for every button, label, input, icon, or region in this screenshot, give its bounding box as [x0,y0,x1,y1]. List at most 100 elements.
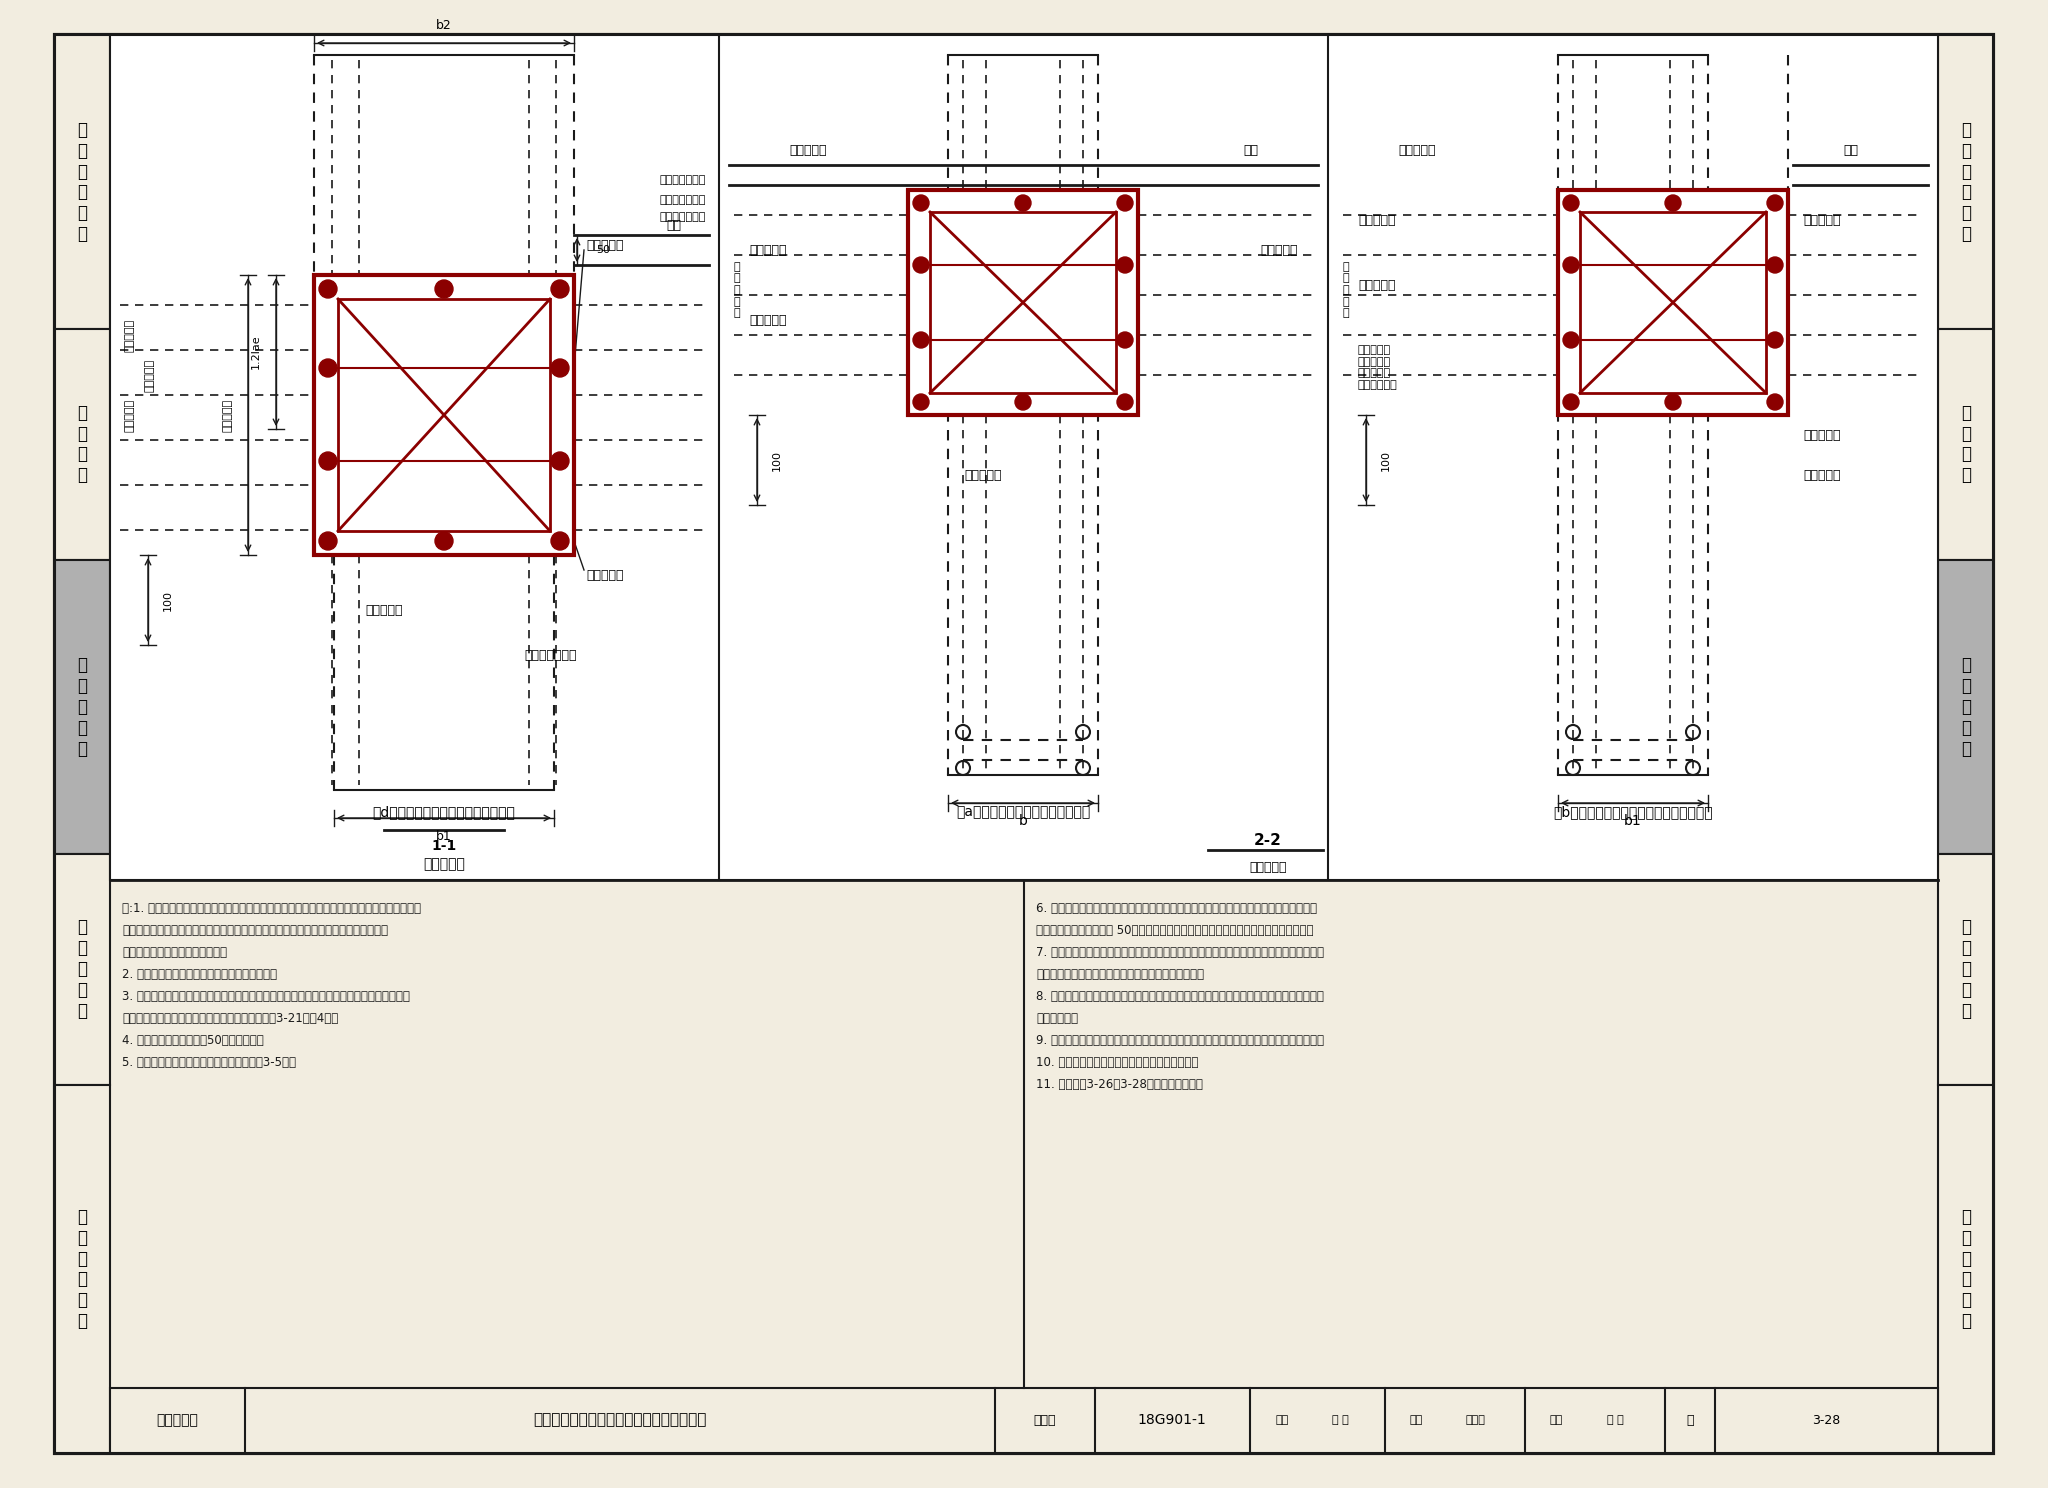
Text: 100: 100 [1380,449,1391,470]
Text: 普
通
板
部
分: 普 通 板 部 分 [78,918,86,1019]
Circle shape [1016,195,1030,211]
Text: 梁侧面纵筋: 梁侧面纵筋 [586,238,623,251]
Bar [1937,36,1993,329]
Text: 剪
力
墙
部
分: 剪 力 墙 部 分 [1962,656,1970,757]
Circle shape [551,452,569,470]
Circle shape [1767,257,1784,272]
Text: 梁侧面纵筋: 梁侧面纵筋 [1802,213,1841,226]
Text: 边框梁纵筋: 边框梁纵筋 [1399,143,1436,156]
Text: 剪
力
墙
部
分: 剪 力 墙 部 分 [78,656,86,757]
Circle shape [319,280,338,298]
Text: 11. 本图集第3-26～3-28页结合阅读使用。: 11. 本图集第3-26～3-28页结合阅读使用。 [1036,1077,1202,1091]
Circle shape [1116,394,1133,411]
Text: 错对称排布。: 错对称排布。 [1036,1012,1077,1025]
Text: （d）墙身宽度双个变化，边框梁居中: （d）墙身宽度双个变化，边框梁居中 [373,805,516,818]
Bar [111,1388,1937,1452]
Circle shape [1016,394,1030,411]
Text: 墙身水平分布筋: 墙身水平分布筋 [659,176,705,185]
Text: 剪力墙边框梁钉筋排布构造详图（剖面图）: 剪力墙边框梁钉筋排布构造详图（剖面图） [532,1412,707,1427]
Text: 水平分布钉筋距底部板顶 50。当单独设置连梁腾筋时，需满足梁腾筋间距的相关要求。: 水平分布钉筋距底部板顶 50。当单独设置连梁腾筋时，需满足梁腾筋间距的相关要求。 [1036,924,1313,937]
Circle shape [434,280,453,298]
Bar [55,854,111,1085]
Text: 3-28: 3-28 [1812,1414,1839,1427]
Text: 边
框
梁
高
度: 边 框 梁 高 度 [733,262,739,318]
Text: 边框梁纵筋: 边框梁纵筋 [788,143,827,156]
Circle shape [1665,195,1681,211]
Text: 边框梁纵筋: 边框梁纵筋 [145,359,156,391]
Text: 边框梁拉筋: 边框梁拉筋 [1358,213,1395,226]
Text: 边框梁纵筋: 边框梁纵筋 [586,568,623,582]
Text: 7. 当边缘构件封闭箌筋与墙身水平分布筋标高相同时，宜向上或者向下局部调整墙体水平分: 7. 当边缘构件封闭箌筋与墙身水平分布筋标高相同时，宜向上或者向下局部调整墙体水… [1036,946,1323,958]
Circle shape [913,257,930,272]
Circle shape [1767,394,1784,411]
Text: 无
梁
楼
盖
部
分: 无 梁 楼 盖 部 分 [78,1208,86,1330]
Text: 楼层边框梁: 楼层边框梁 [424,857,465,870]
Text: 墙身拉结筋: 墙身拉结筋 [365,604,403,616]
Circle shape [913,394,930,411]
Text: 边框梁高度: 边框梁高度 [223,399,233,432]
Text: b1: b1 [436,829,453,842]
Text: 2. 剪力墙竖向分布筋连续贯穿边框梁高度范围。: 2. 剪力墙竖向分布筋连续贯穿边框梁高度范围。 [123,969,276,981]
Text: b2: b2 [436,18,453,31]
Text: 5. 剪力墙竖向钉筋的锚固构造详见本图集第3-5页。: 5. 剪力墙竖向钉筋的锚固构造详见本图集第3-5页。 [123,1056,297,1068]
Text: 一
般
构
造
要
求: 一 般 构 造 要 求 [78,121,86,243]
Circle shape [1563,394,1579,411]
Circle shape [913,332,930,348]
Text: 边框梁箍筋
（箍筋外皮
与墙竖向钢
筋外皮平齐）: 边框梁箍筋 （箍筋外皮 与墙竖向钢 筋外皮平齐） [1358,345,1397,390]
Bar [111,36,1937,879]
Text: 墙身拉结筋: 墙身拉结筋 [125,318,135,351]
Text: 一
般
构
造
要
求: 一 般 构 造 要 求 [1962,121,1970,243]
Circle shape [551,280,569,298]
Text: 审核: 审核 [1276,1415,1288,1426]
Circle shape [319,359,338,376]
Text: 50: 50 [596,246,610,254]
Bar [1937,854,1993,1085]
Bar [1937,559,1993,854]
Bar [1559,190,1788,415]
Bar [55,559,111,854]
Text: 100: 100 [772,449,782,470]
Text: 普
通
板
部
分: 普 通 板 部 分 [1962,918,1970,1019]
Text: 4. 边框梁箌筋距离框柱过50处开始设置。: 4. 边框梁箌筋距离框柱过50处开始设置。 [123,1034,264,1048]
Text: 边框梁拉筋: 边框梁拉筋 [125,399,135,432]
Bar [1937,329,1993,559]
Text: 框
架
部
分: 框 架 部 分 [78,403,86,484]
Circle shape [434,533,453,551]
Circle shape [1116,332,1133,348]
Text: 布筋位置，竖向位移距离为需靠让边缘构件箌筋直径。: 布筋位置，竖向位移距离为需靠让边缘构件箌筋直径。 [1036,969,1204,981]
Bar [313,275,573,555]
Text: 18G901-1: 18G901-1 [1137,1414,1206,1427]
Bar [55,329,111,559]
Text: 1-1: 1-1 [432,839,457,853]
Text: 剪力墙部分: 剪力墙部分 [156,1414,199,1427]
Text: 页: 页 [1686,1414,1694,1427]
Text: 板顶向上第一排: 板顶向上第一排 [659,195,705,205]
Text: 注:1. 当边框梁与墙身侧面平齐时，平齐一侧边框梁箌筋外皮与剪力墙竖向钉筋外皮平齐，边框: 注:1. 当边框梁与墙身侧面平齐时，平齐一侧边框梁箌筋外皮与剪力墙竖向钉筋外皮平… [123,902,422,915]
Text: （b）顶层边墙位置，边框梁与墙一侧平齐: （b）顶层边墙位置，边框梁与墙一侧平齐 [1552,805,1712,818]
Text: b1: b1 [1624,814,1642,827]
Circle shape [1563,332,1579,348]
Text: 梁侧面纵筋: 梁侧面纵筋 [1358,278,1395,292]
Circle shape [319,452,338,470]
Text: 楼板: 楼板 [1243,143,1257,156]
Circle shape [1665,394,1681,411]
Text: 高志强: 高志强 [1464,1415,1485,1426]
Circle shape [1767,332,1784,348]
Text: 框
架
部
分: 框 架 部 分 [1962,403,1970,484]
Text: 8. 施工时可将封闭箌筋等销位置设置于边框梁顶部，相邻两组箌筋等销位置沿边框梁纵向交: 8. 施工时可将封闭箌筋等销位置设置于边框梁顶部，相邻两组箌筋等销位置沿边框梁纵… [1036,990,1323,1003]
Text: 墙身竖向分布筋: 墙身竖向分布筋 [524,649,575,662]
Bar [1579,211,1765,393]
Circle shape [319,533,338,551]
Text: 规格相同，拉筋排布构造要求同连系（见本图集第3-21页注4）。: 规格相同，拉筋排布构造要求同连系（见本图集第3-21页注4）。 [123,1012,338,1025]
Text: 设计: 设计 [1550,1415,1563,1426]
Text: 梁侧面纵筋: 梁侧面纵筋 [1260,244,1298,256]
Text: 墙身拉结筋: 墙身拉结筋 [965,469,1001,482]
Circle shape [1563,195,1579,211]
Text: 墙身拉结筋: 墙身拉结筋 [1802,469,1841,482]
Text: 墙顶边框梁: 墙顶边框梁 [1249,860,1286,873]
Bar [1937,1085,1993,1452]
Text: 9. 当楼层边框梁位于连梁腾部时，其钉筋排布构造要求与楼层边框梁位于连梁顶部时相同。: 9. 当楼层边框梁位于连梁腾部时，其钉筋排布构造要求与楼层边框梁位于连梁顶部时相… [1036,1034,1323,1048]
Text: 6. 墙身水平分布钉筋排布以各层楼面标高处为分界，剪力墙高范围内板顶向上第一排墙身: 6. 墙身水平分布钉筋排布以各层楼面标高处为分界，剪力墙高范围内板顶向上第一排墙… [1036,902,1317,915]
Bar [930,211,1116,393]
Circle shape [913,195,930,211]
